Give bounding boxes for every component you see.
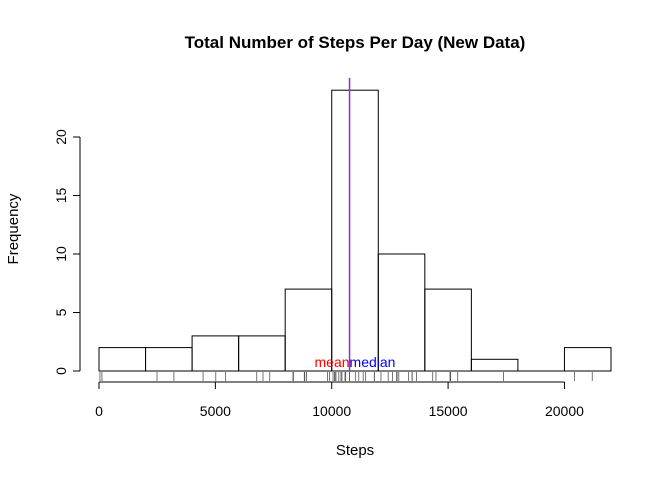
x-tick-label: 20000 <box>545 403 584 419</box>
bars <box>98 89 612 372</box>
x-tick-label: 0 <box>95 403 103 419</box>
y-tick-label: 5 <box>53 308 69 316</box>
x-tick-label: 15000 <box>429 403 468 419</box>
x-axis: 0 5000 10000 15000 20000 <box>95 381 584 419</box>
histogram-bar <box>563 347 612 372</box>
x-tick-label: 10000 <box>312 403 351 419</box>
mean-label: mean <box>315 354 350 370</box>
histogram-bar <box>145 347 193 372</box>
x-axis-label: Steps <box>336 442 374 459</box>
y-tick-label: 0 <box>53 367 69 375</box>
histogram-bar <box>470 358 519 372</box>
chart-title: Total Number of Steps Per Day (New Data) <box>185 33 526 52</box>
y-tick-label: 15 <box>53 188 69 204</box>
y-axis-label: Frequency <box>5 193 22 264</box>
median-label: median <box>350 354 396 370</box>
histogram-bar <box>98 347 147 372</box>
histogram-bar <box>424 288 472 372</box>
y-axis: 0 5 10 15 20 <box>53 129 81 375</box>
histogram-bar <box>238 335 286 372</box>
annotations: mean median <box>315 78 396 371</box>
y-tick-label: 20 <box>53 129 69 145</box>
histogram-bar <box>191 335 240 372</box>
y-tick-label: 10 <box>53 246 69 262</box>
rug-marks <box>99 372 593 381</box>
histogram-bar <box>331 89 379 372</box>
x-tick-label: 5000 <box>200 403 231 419</box>
